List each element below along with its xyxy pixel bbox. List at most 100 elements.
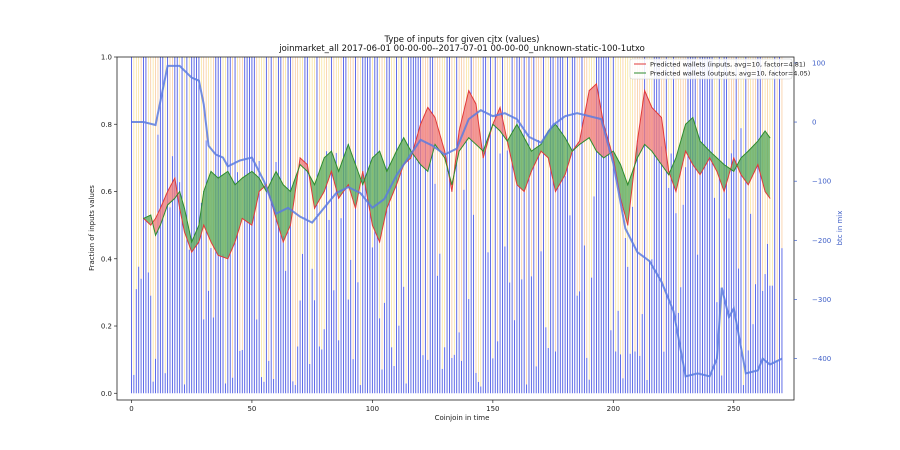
point-outputs-46 bbox=[492, 123, 494, 125]
plot-area bbox=[131, 57, 783, 394]
point-inputs-64 bbox=[636, 140, 638, 142]
point-inputs-58 bbox=[588, 90, 590, 92]
point-inputs-61 bbox=[612, 157, 614, 159]
fill-segment-30 bbox=[362, 157, 373, 226]
point-inputs-73 bbox=[709, 157, 711, 159]
fill-segment-32 bbox=[379, 151, 387, 242]
point-inputs-45 bbox=[482, 157, 484, 159]
point-outputs-35 bbox=[403, 137, 405, 139]
x-tick-label-250: 250 bbox=[727, 405, 740, 413]
point-outputs-81 bbox=[769, 137, 771, 139]
point-outputs-38 bbox=[427, 170, 429, 172]
point-outputs-69 bbox=[675, 157, 677, 159]
point-outputs-47 bbox=[499, 130, 501, 132]
point-inputs-59 bbox=[595, 83, 597, 85]
point-inputs-34 bbox=[395, 184, 397, 186]
point-inputs-78 bbox=[747, 184, 749, 186]
point-inputs-70 bbox=[685, 150, 687, 152]
legend: Predicted wallets (inputs, avg=10, facto… bbox=[629, 58, 810, 80]
fill-segment-13 bbox=[227, 171, 236, 259]
point-inputs-55 bbox=[564, 174, 566, 176]
point-inputs-49 bbox=[516, 184, 518, 186]
point-outputs-67 bbox=[660, 164, 662, 166]
point-outputs-26 bbox=[330, 150, 332, 152]
x-axis: 0 50 100 150 200 250 bbox=[129, 400, 740, 413]
fill-segment-26 bbox=[331, 151, 339, 199]
point-inputs-50 bbox=[523, 191, 525, 193]
point-inputs-72 bbox=[699, 174, 701, 176]
point-inputs-41 bbox=[451, 191, 453, 193]
point-inputs-67 bbox=[660, 117, 662, 119]
fill-segment-80 bbox=[765, 130, 770, 199]
series-lines bbox=[131, 64, 783, 378]
point-inputs-32 bbox=[379, 241, 381, 243]
point-outputs-39 bbox=[434, 143, 436, 145]
point-outputs-8 bbox=[191, 241, 193, 243]
point-outputs-55 bbox=[564, 137, 566, 139]
point-outputs-43 bbox=[468, 137, 470, 139]
point-inputs-1 bbox=[150, 224, 152, 226]
fill-segment-48 bbox=[507, 124, 517, 185]
point-outputs-51 bbox=[530, 150, 532, 152]
point-inputs-74 bbox=[716, 170, 718, 172]
fill-segment-3 bbox=[160, 191, 168, 226]
fill-segment-70 bbox=[685, 117, 693, 165]
point-outputs-48 bbox=[506, 140, 508, 142]
point-outputs-57 bbox=[579, 143, 581, 145]
point-inputs-33 bbox=[386, 207, 388, 209]
point-outputs-17 bbox=[258, 177, 260, 179]
point-outputs-12 bbox=[217, 177, 219, 179]
fill-segment-14 bbox=[235, 178, 243, 242]
point-inputs-28 bbox=[347, 184, 349, 186]
fill-segment-25 bbox=[324, 151, 332, 192]
point-outputs-4 bbox=[167, 204, 169, 206]
point-outputs-78 bbox=[747, 150, 749, 152]
y-axis-left: 0.0 0.2 0.4 0.6 0.8 1.0 bbox=[101, 54, 117, 398]
point-outputs-75 bbox=[723, 164, 725, 166]
fill-segment-54 bbox=[555, 124, 566, 192]
point-outputs-80 bbox=[764, 130, 766, 132]
point-inputs-27 bbox=[338, 197, 340, 199]
fill-segment-9 bbox=[198, 191, 204, 242]
point-outputs-23 bbox=[306, 170, 308, 172]
point-outputs-29 bbox=[355, 164, 357, 166]
point-outputs-45 bbox=[482, 150, 484, 152]
fill-segment-16 bbox=[251, 171, 260, 226]
point-inputs-71 bbox=[692, 164, 694, 166]
y2-axis-title: btc in mix bbox=[836, 211, 844, 246]
x-axis-title: Coinjoin in time bbox=[435, 414, 490, 422]
fill-segment-27 bbox=[338, 144, 349, 199]
point-outputs-1 bbox=[150, 214, 152, 216]
y-tick-label-2: 0.4 bbox=[101, 255, 113, 263]
point-outputs-62 bbox=[620, 164, 622, 166]
point-outputs-11 bbox=[210, 170, 212, 172]
fill-segment-46 bbox=[492, 107, 501, 131]
point-outputs-0 bbox=[143, 217, 145, 219]
fill-segment-72 bbox=[700, 141, 710, 175]
y2-tick-label-4: −300 bbox=[812, 296, 831, 304]
point-inputs-9 bbox=[198, 241, 200, 243]
fill-segment-12 bbox=[218, 171, 228, 259]
point-inputs-44 bbox=[475, 103, 477, 105]
point-outputs-72 bbox=[699, 140, 701, 142]
legend-label-outputs: Predicted wallets (outputs, avg=10, fact… bbox=[650, 70, 810, 78]
point-outputs-20 bbox=[282, 184, 284, 186]
point-outputs-32 bbox=[379, 150, 381, 152]
fill-segment-50 bbox=[524, 137, 532, 192]
point-outputs-52 bbox=[540, 143, 542, 145]
point-inputs-7 bbox=[183, 231, 185, 233]
point-inputs-66 bbox=[651, 106, 653, 108]
point-outputs-77 bbox=[740, 157, 742, 159]
point-inputs-39 bbox=[434, 117, 436, 119]
point-outputs-18 bbox=[265, 191, 267, 193]
fill-segment-10 bbox=[203, 171, 211, 242]
series-line-btc-in-mix bbox=[131, 64, 783, 378]
point-outputs-15 bbox=[241, 177, 243, 179]
point-inputs-10 bbox=[203, 224, 205, 226]
fill-segment-24 bbox=[314, 157, 325, 209]
point-outputs-14 bbox=[234, 184, 236, 186]
point-outputs-63 bbox=[627, 184, 629, 186]
point-inputs-54 bbox=[554, 191, 556, 193]
point-outputs-5 bbox=[174, 197, 176, 199]
